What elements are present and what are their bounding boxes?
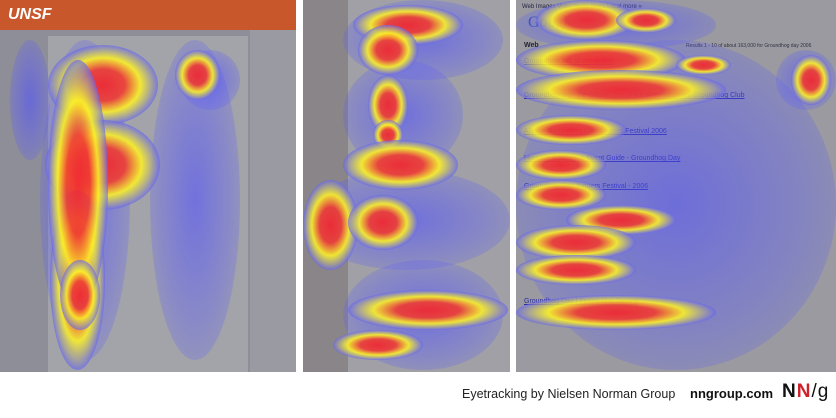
caption: Eyetracking by Nielsen Norman Group: [462, 387, 676, 401]
section-label: Web: [524, 42, 539, 49]
sidebar: [250, 0, 296, 372]
page-content: [48, 36, 248, 372]
heatmap-panel-search: Web Images Video News Maps Local more » …: [516, 0, 836, 372]
search-nav: Web Images Video News Maps Local more »: [522, 4, 642, 10]
result-link: Groundhog Day | Spring Has Sprung: [524, 298, 639, 305]
result-link: Groundhog.org - the Official Site of the…: [524, 92, 745, 99]
page-content: [348, 0, 510, 372]
results-summary: Results 1 - 10 of about 163,000 for Grou…: [686, 43, 812, 49]
sidebar: [303, 0, 348, 372]
logo-n: N: [782, 381, 797, 402]
heatmap-haze: [10, 40, 50, 160]
google-logo: Google: [528, 14, 576, 31]
result-link: Alaska Groundhog Day Juggers Festival 20…: [524, 128, 667, 135]
page-content: Web Images Video News Maps Local more » …: [516, 0, 836, 372]
heatmap-panel-corporate: UNSF: [0, 0, 296, 372]
logo-g: /g: [811, 381, 830, 402]
site-link[interactable]: nngroup.com: [690, 386, 774, 401]
result-link: Houston Arboretum Event Guide - Groundho…: [524, 155, 681, 162]
site-logo: UNSF: [8, 6, 52, 23]
logo-n-red: N: [796, 381, 812, 402]
heatmap-panel-ecommerce: [303, 0, 510, 372]
nng-logo: NN/g: [782, 381, 829, 403]
result-link: Groundhog Day Juggers Festival - 2006: [524, 183, 649, 190]
site-header: UNSF: [0, 0, 296, 30]
result-link: Groundhog Job Shadow Day: [524, 58, 614, 65]
